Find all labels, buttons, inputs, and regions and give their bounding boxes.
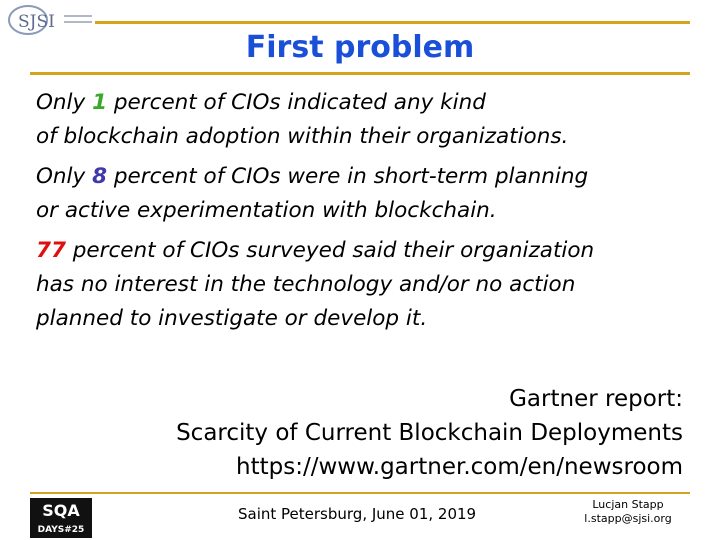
title-rule xyxy=(30,72,690,75)
logo-bg xyxy=(30,498,92,538)
logo-ring xyxy=(8,5,48,35)
paragraph-line: Only 8 percent of CIOs were in short-ter… xyxy=(36,160,588,194)
top-rule xyxy=(95,21,690,24)
reference: Gartner report: Scarcity of Current Bloc… xyxy=(176,382,683,484)
lead-text: Only xyxy=(36,164,86,189)
paragraph: Only 8 percent of CIOs were in short-ter… xyxy=(36,160,588,228)
paragraph-line: planned to investigate or develop it. xyxy=(36,306,428,331)
reference-line: https://www.gartner.com/en/newsroom xyxy=(236,454,683,480)
highlight-number: 8 xyxy=(92,164,108,189)
paragraph: Only 1 percent of CIOs indicated any kin… xyxy=(36,86,568,154)
line-text: percent of CIOs were in short-term plann… xyxy=(113,164,589,189)
lead-text: Only xyxy=(36,90,86,115)
line-text: percent of CIOs indicated any kind xyxy=(113,90,486,115)
logo-text: SQA xyxy=(42,501,80,520)
reference-line: Scarcity of Current Blockchain Deploymen… xyxy=(176,420,683,446)
paragraph-line: Only 1 percent of CIOs indicated any kin… xyxy=(36,86,568,120)
footer-place: Saint Petersburg, June 01, 2019 xyxy=(238,505,477,523)
slide-title: First problem xyxy=(245,30,475,65)
footer-rule xyxy=(30,492,690,494)
highlight-number: 1 xyxy=(92,90,108,115)
sqa-logo: SQA DAYS#25 xyxy=(30,498,92,538)
paragraph-line: has no interest in the technology and/or… xyxy=(36,272,576,297)
logo-text: DAYS#25 xyxy=(38,525,85,535)
footer-author: Lucjan Stapp l.stapp@sjsi.org xyxy=(578,498,678,526)
paragraph-line: 77 percent of CIOs surveyed said their o… xyxy=(36,234,594,268)
author-name: Lucjan Stapp xyxy=(592,498,664,511)
paragraph: 77 percent of CIOs surveyed said their o… xyxy=(36,234,594,336)
logo-text: SJSI xyxy=(18,12,55,32)
paragraph-line: or active experimentation with blockchai… xyxy=(36,198,497,223)
author-email: l.stapp@sjsi.org xyxy=(584,512,672,525)
line-text: percent of CIOs surveyed said their orga… xyxy=(72,238,595,263)
sjsi-logo: SJSI xyxy=(8,5,92,35)
reference-line: Gartner report: xyxy=(509,386,683,412)
highlight-number: 77 xyxy=(36,238,66,263)
paragraph-line: of blockchain adoption within their orga… xyxy=(36,124,569,149)
